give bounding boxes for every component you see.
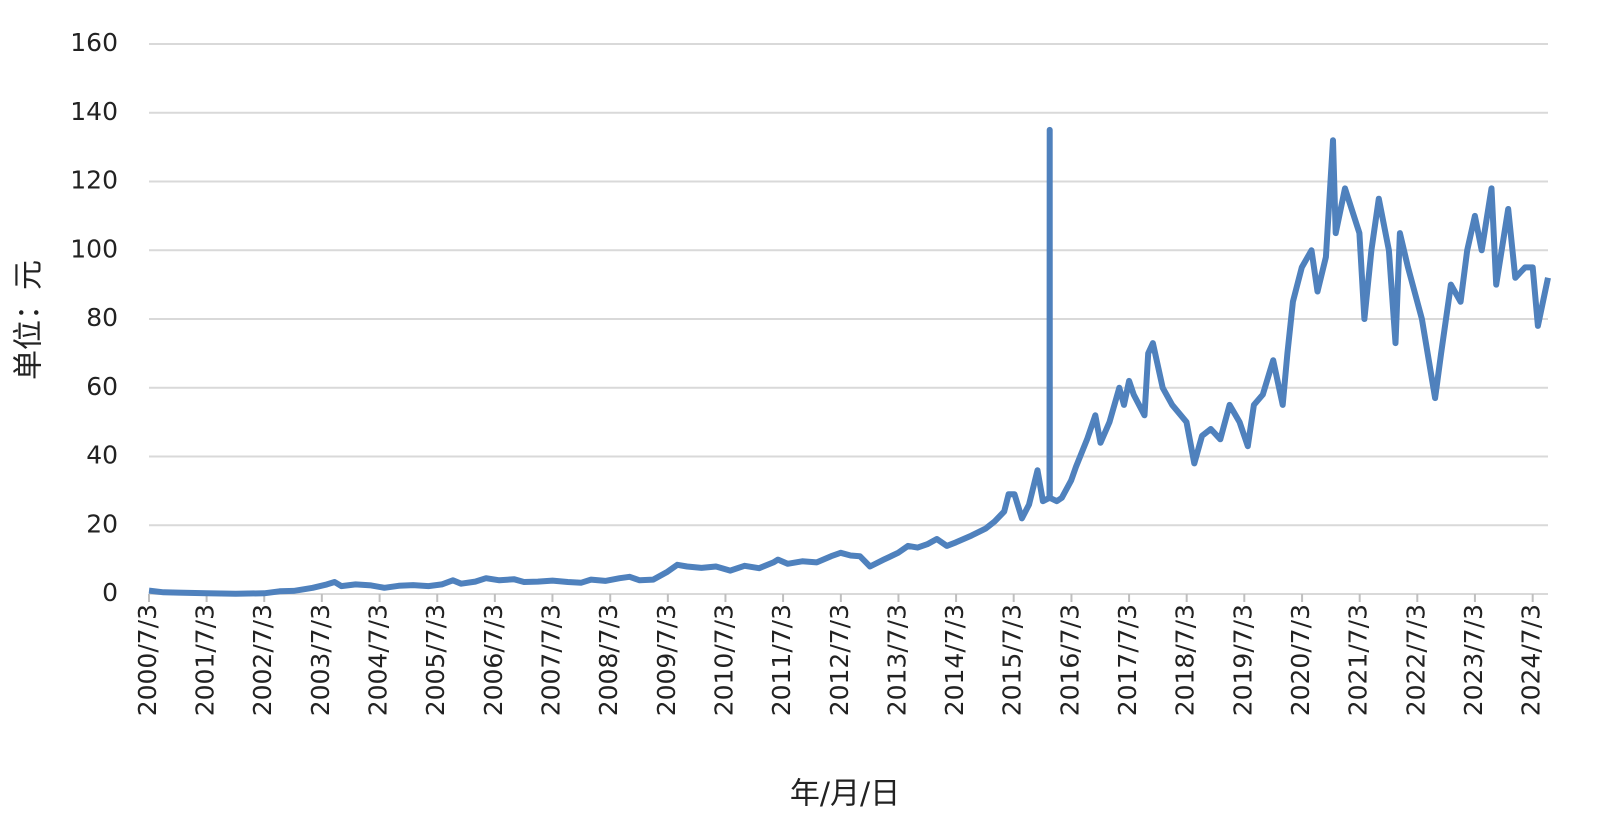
x-tick-label: 2002/7/3 bbox=[248, 604, 277, 716]
x-tick-label: 2013/7/3 bbox=[882, 604, 911, 716]
x-tick-label: 2000/7/3 bbox=[133, 604, 162, 716]
y-tick-label: 140 bbox=[70, 97, 118, 126]
x-tick-label: 2009/7/3 bbox=[652, 604, 681, 716]
x-tick-label: 2011/7/3 bbox=[767, 604, 796, 716]
x-tick-label: 2007/7/3 bbox=[536, 604, 565, 716]
x-tick-label: 2005/7/3 bbox=[421, 604, 450, 716]
x-tick-label: 2012/7/3 bbox=[825, 604, 854, 716]
x-tick-label: 2022/7/3 bbox=[1401, 604, 1430, 716]
y-tick-label: 120 bbox=[70, 166, 118, 195]
y-tick-label: 80 bbox=[86, 303, 118, 332]
x-tick-label: 2006/7/3 bbox=[479, 604, 508, 716]
price-line bbox=[148, 126, 1551, 597]
x-tick-label: 2019/7/3 bbox=[1228, 604, 1257, 716]
x-tick-label: 2016/7/3 bbox=[1055, 604, 1084, 716]
x-tick-label: 2003/7/3 bbox=[306, 604, 335, 716]
y-tick-label: 60 bbox=[86, 372, 118, 401]
x-tick-label: 2020/7/3 bbox=[1286, 604, 1315, 716]
x-tick-label: 2024/7/3 bbox=[1517, 604, 1546, 716]
x-tick-label: 2008/7/3 bbox=[594, 604, 623, 716]
y-tick-label: 40 bbox=[86, 441, 118, 470]
x-axis-title: 年/月/日 bbox=[790, 777, 900, 812]
y-tick-label: 0 bbox=[102, 578, 118, 607]
x-tick-label: 2017/7/3 bbox=[1113, 604, 1142, 716]
y-tick-label: 100 bbox=[70, 234, 118, 263]
x-tick-label: 2018/7/3 bbox=[1171, 604, 1200, 716]
y-tick-label: 20 bbox=[86, 509, 118, 538]
x-tick-label: 2015/7/3 bbox=[998, 604, 1027, 716]
y-axis-title: 单位：元 bbox=[12, 260, 47, 380]
y-tick-label: 160 bbox=[70, 28, 118, 57]
x-tick-label: 2001/7/3 bbox=[191, 604, 220, 716]
x-tick-label: 2021/7/3 bbox=[1344, 604, 1373, 716]
x-tick-label: 2010/7/3 bbox=[709, 604, 738, 716]
x-tick-label: 2004/7/3 bbox=[364, 604, 393, 716]
x-tick-label: 2014/7/3 bbox=[940, 604, 969, 716]
x-tick-label: 2023/7/3 bbox=[1459, 604, 1488, 716]
